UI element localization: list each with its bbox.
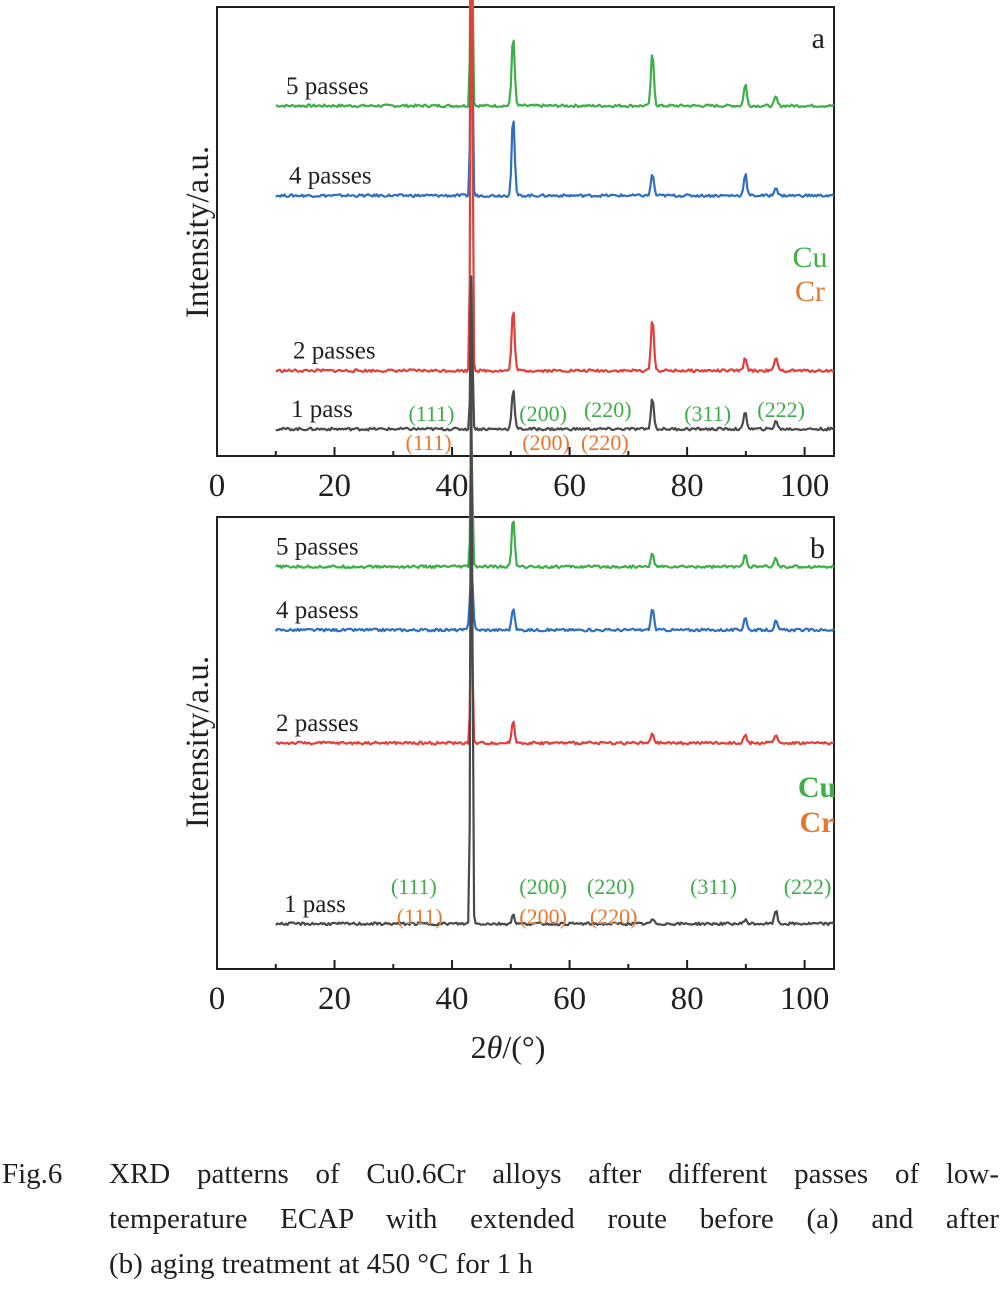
- cr-peak-annotation: (220): [581, 430, 629, 455]
- x-tick-label: 0: [209, 468, 226, 504]
- x-tick-label: 100: [780, 468, 830, 504]
- cu-peak-annotation: (111): [408, 401, 454, 426]
- cu-peak-annotation: (222): [757, 397, 805, 422]
- y-axis-label: Intensity/a.u.: [180, 146, 216, 318]
- y-axis-label: Intensity/a.u.: [180, 656, 216, 828]
- caption-line: (b) aging treatment at 450 °C for 1 h: [109, 1248, 533, 1280]
- cu-peak-annotation: (200): [519, 401, 567, 426]
- x-axis-label-part: 2: [471, 1029, 487, 1065]
- x-tick-label: 80: [671, 468, 704, 504]
- series-label: 2 passes: [293, 338, 376, 365]
- x-axis-label-part: /(°): [502, 1029, 545, 1065]
- panel-label: b: [810, 532, 825, 565]
- series-label: 4 pasess: [276, 597, 359, 624]
- cu-peak-annotation: (111): [391, 874, 437, 899]
- series-label: 1 pass: [284, 891, 346, 918]
- series-line: [275, 275, 835, 432]
- x-tick-label: 60: [553, 468, 586, 504]
- caption-text: XRD patterns of Cu0.6Cr alloys after dif…: [109, 1152, 999, 1287]
- series-line: [275, 0, 835, 198]
- caption-line: XRD patterns of Cu0.6Cr alloys after dif…: [109, 1158, 999, 1190]
- series-line: [274, 567, 835, 633]
- plot-frame: [216, 6, 835, 457]
- cr-peak-annotation: (111): [406, 430, 452, 455]
- x-tick-label: 20: [318, 468, 351, 504]
- cr-peak-annotation: (220): [590, 904, 638, 929]
- series-label: 5 passes: [276, 534, 359, 561]
- series-label: 5 passes: [286, 73, 369, 100]
- cr-peak-annotation: (200): [522, 430, 570, 455]
- caption-line: temperature ECAP with extended route bef…: [109, 1203, 999, 1235]
- x-axis-label: 2θ/(°): [471, 1029, 546, 1065]
- cu-peak-annotation: (311): [684, 401, 731, 426]
- x-tick-label: 40: [436, 468, 469, 504]
- x-tick-label: 40: [436, 981, 469, 1017]
- cr-peak-annotation: (111): [397, 904, 443, 929]
- cr-peak-annotation: (200): [519, 904, 567, 929]
- series-label: 2 passes: [276, 710, 359, 737]
- series-label: 4 passes: [289, 163, 372, 190]
- x-tick-label: 80: [671, 981, 704, 1017]
- series-line: [275, 0, 835, 374]
- x-tick-label: 20: [318, 981, 351, 1017]
- x-tick-label: 0: [209, 981, 226, 1017]
- panel-label: a: [812, 22, 825, 55]
- series-line: [275, 577, 835, 746]
- legend-entry-cr: Cr: [800, 806, 835, 839]
- series-line: [275, 419, 835, 570]
- cu-peak-annotation: (220): [587, 874, 635, 899]
- cu-peak-annotation: (220): [584, 397, 632, 422]
- cu-peak-annotation: (222): [784, 874, 832, 899]
- legend-entry-cu: Cu: [792, 241, 827, 274]
- cu-peak-annotation: (200): [519, 874, 567, 899]
- legend-entry-cu: Cu: [798, 771, 836, 804]
- cu-peak-annotation: (311): [690, 874, 737, 899]
- x-tick-label: 60: [553, 981, 586, 1017]
- x-tick-label: 100: [780, 981, 830, 1017]
- series-line: [275, 338, 835, 927]
- x-axis-label-part: θ: [487, 1029, 503, 1065]
- legend-entry-cr: Cr: [795, 275, 825, 308]
- caption-number: Fig.6: [2, 1158, 63, 1190]
- series-label: 1 pass: [291, 396, 353, 423]
- series-line: [275, 0, 835, 109]
